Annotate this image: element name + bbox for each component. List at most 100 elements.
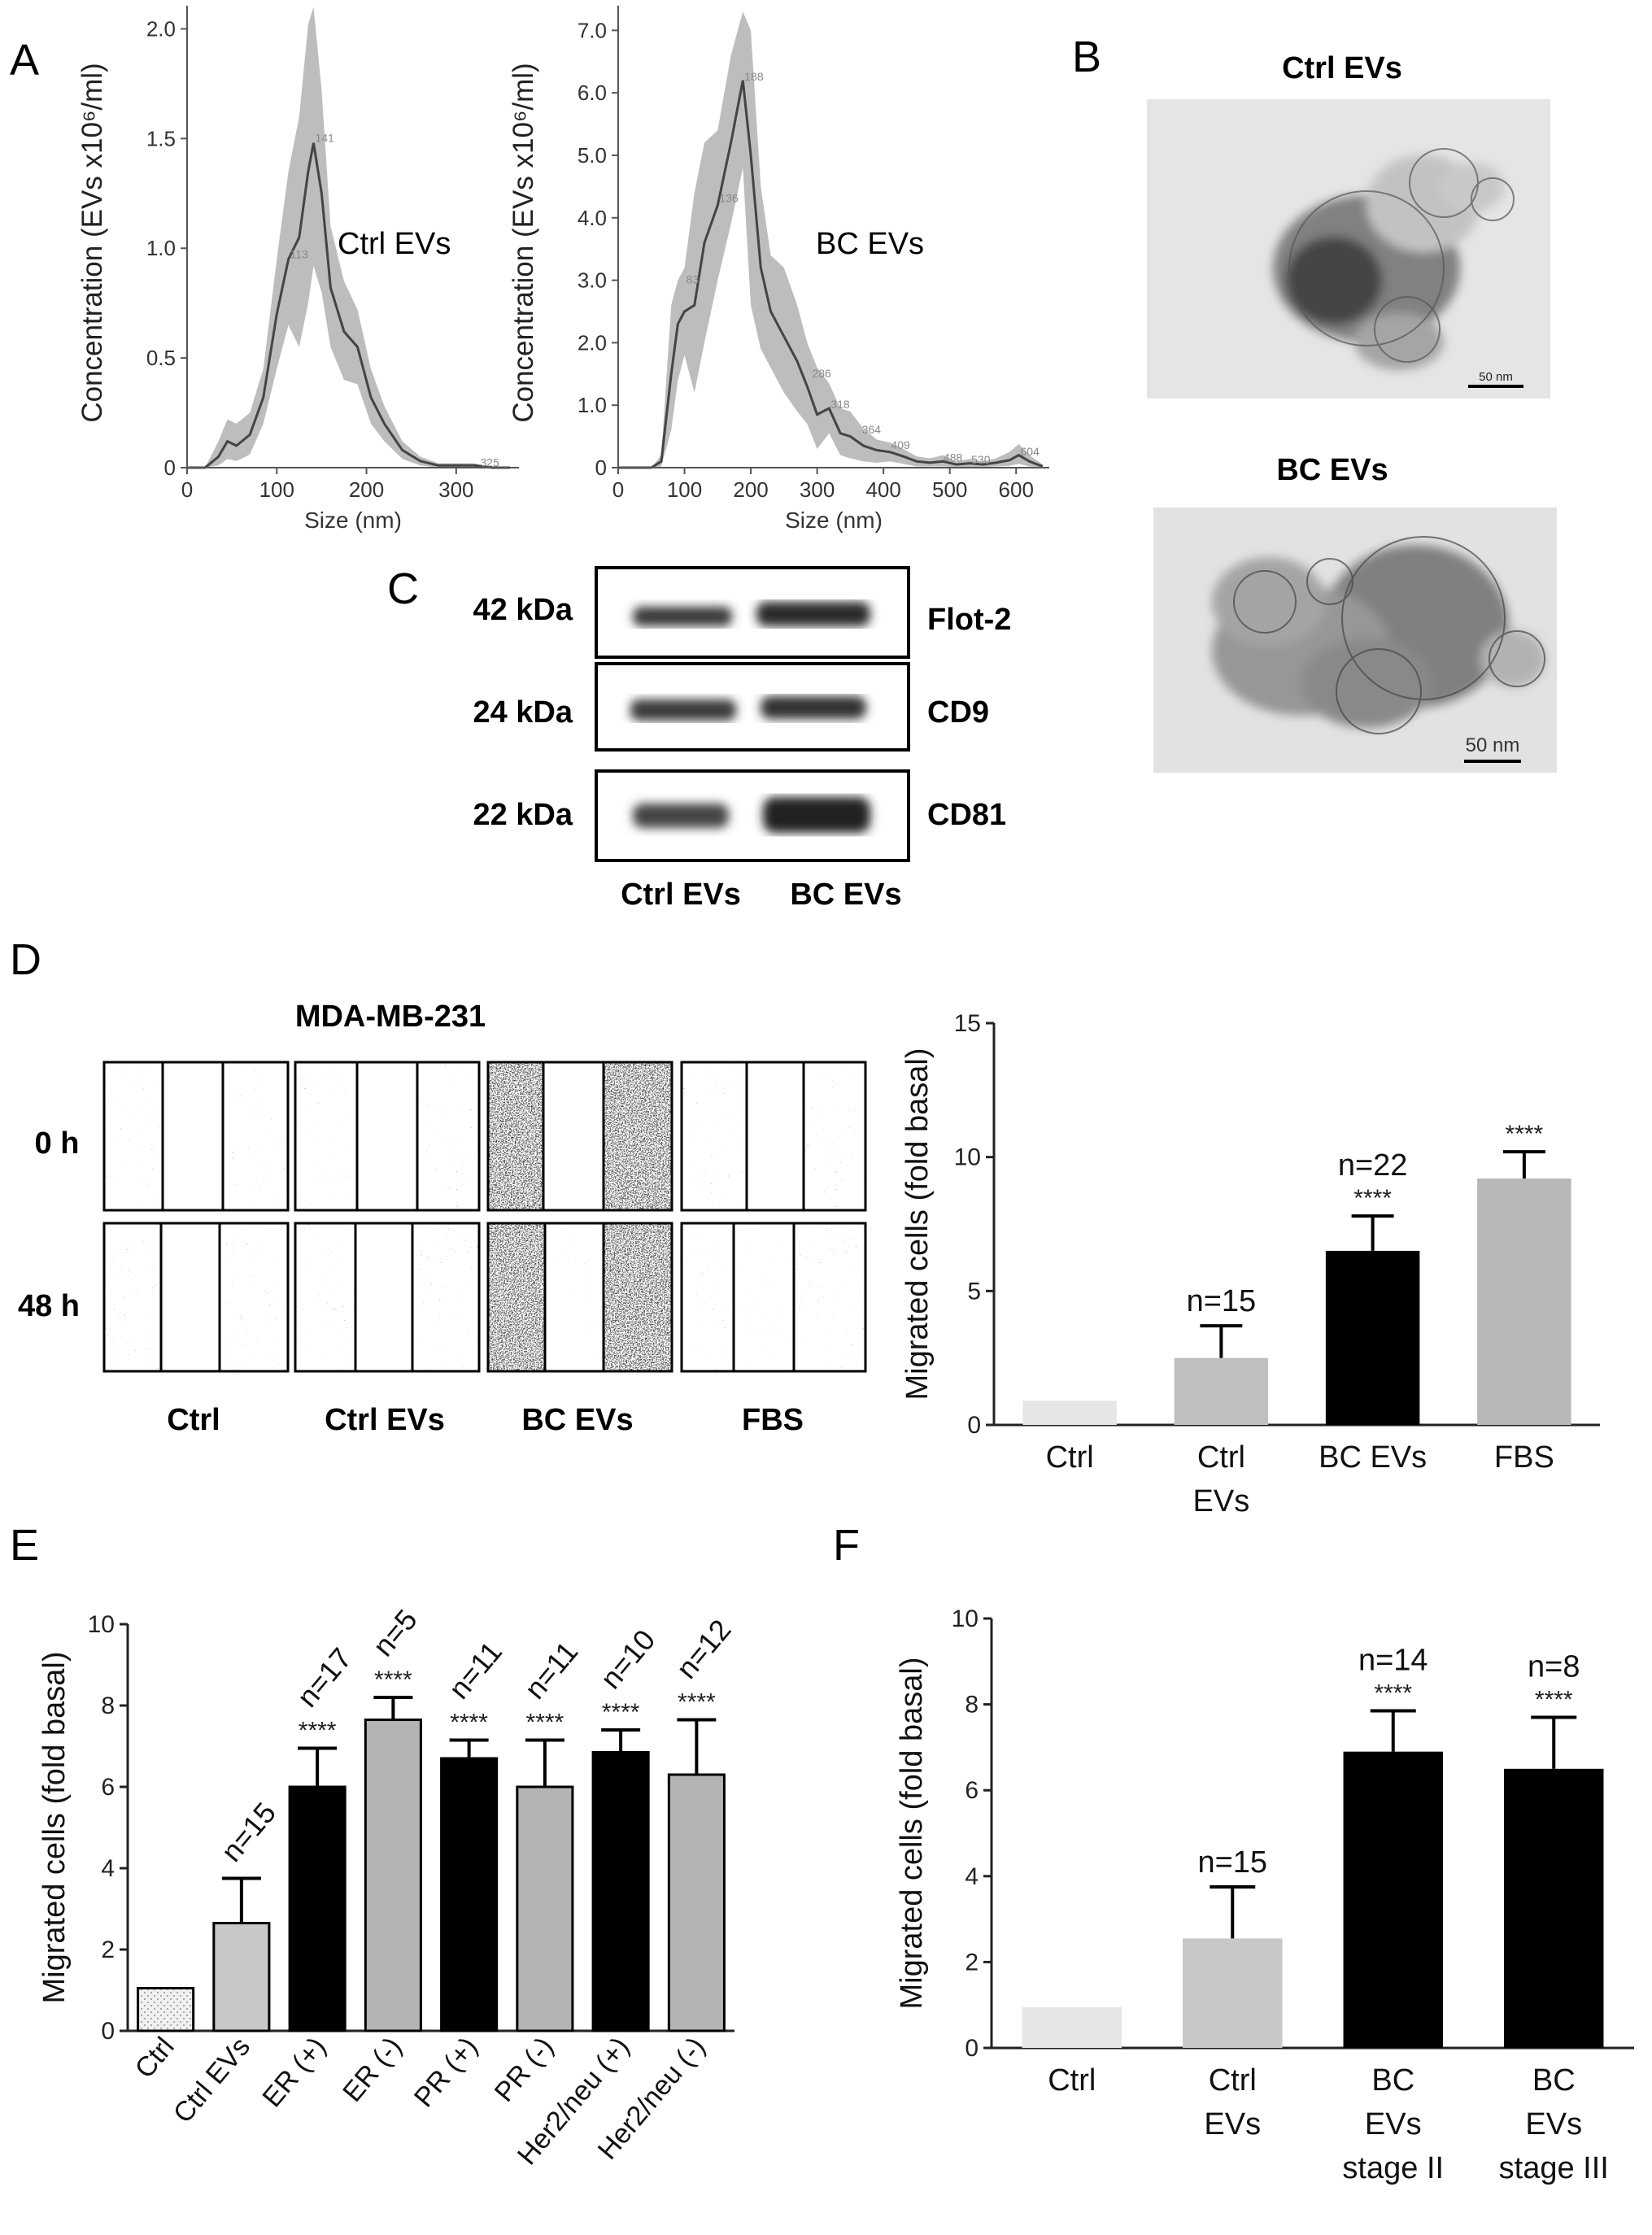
scratch-image [680, 1222, 867, 1373]
y-tick-label: 1.5 [146, 126, 176, 150]
peak-label: 530 [971, 453, 991, 466]
significance-label: **** [1374, 1680, 1412, 1707]
x-tick-label: 500 [932, 477, 967, 502]
y-tick-label: 15 [954, 1010, 981, 1037]
category-label: EVs [1365, 2107, 1422, 2141]
panel-label-f: F [833, 1521, 860, 1570]
y-tick-label: 0.5 [146, 346, 176, 370]
y-tick-label: 6 [965, 1777, 979, 1804]
significance-label: **** [678, 1689, 716, 1716]
panel-label-e: E [10, 1521, 39, 1570]
bar [1183, 1938, 1283, 2048]
significance-label: **** [450, 1710, 488, 1736]
tem-image-ctrl: 50 nm [1147, 99, 1550, 399]
n-label: n=8 [1528, 1649, 1580, 1684]
nta-label-bc: BC EVs [816, 227, 924, 261]
condition-label: FBS [742, 1403, 804, 1437]
tem-title-ctrl: Ctrl EVs [1282, 51, 1402, 85]
tem-scale-ctrl: 50 nm [1479, 370, 1513, 384]
category-label: Ctrl [1209, 2063, 1257, 2098]
category-label: stage III [1499, 2151, 1609, 2185]
y-tick-label: 8 [965, 1692, 979, 1719]
panel-label-b: B [1072, 33, 1101, 81]
cell-monolayer [804, 1062, 865, 1210]
migration-chart-d: 0 5 10 15 Migrated cells (fold basal) Ctrl n=1… [900, 1010, 1600, 1518]
x-tick-label: 0 [181, 477, 193, 502]
bar [1343, 1751, 1443, 2048]
x-tick-label: 200 [733, 477, 768, 502]
n-label: n=15 [1197, 1845, 1267, 1880]
migration-chart-f: 0 2 4 6 8 10 Migrated cells (fold basal) Ctrl n=… [895, 1605, 1634, 2185]
x-tick-label: 0 [612, 477, 624, 502]
y-axis-title: Migrated cells (fold basal) [37, 1652, 72, 2004]
tem-image-bc: 50 nm [1153, 508, 1557, 773]
cell-monolayer [417, 1062, 479, 1210]
scratch-image [680, 1061, 867, 1212]
bar [1477, 1178, 1571, 1425]
bar [1504, 1768, 1604, 2048]
y-tick-label: 1.0 [146, 236, 176, 260]
peak-label: 488 [944, 451, 963, 464]
cell-line-title: MDA-MB-231 [295, 1000, 486, 1034]
blot-row: 22 kDa CD81 [473, 769, 1006, 862]
cell-monolayer [604, 1223, 672, 1371]
y-tick-label: 10 [954, 1144, 981, 1171]
y-tick-label: 6 [101, 1774, 115, 1801]
n-label: n=10 [594, 1623, 662, 1695]
category-label: Ctrl [1197, 1440, 1245, 1475]
y-tick-label: 4 [965, 1863, 979, 1890]
category-label: PR (-) [489, 2032, 560, 2108]
cell-monolayer [794, 1223, 865, 1371]
blot-lane-label: Ctrl EVs [621, 878, 741, 912]
tem-title-bc: BC EVs [1276, 453, 1388, 487]
western-blot: 42 kDa Flot-2 24 kDa CD9 22 kDa CD81 Ctr… [473, 566, 1011, 912]
category-label: BC [1532, 2063, 1576, 2098]
peak-label: 364 [862, 423, 882, 436]
category-label: ER (+) [256, 2032, 332, 2113]
scratch-frame [102, 1061, 290, 1212]
y-tick-label: 0 [965, 2035, 979, 2062]
category-label: stage II [1342, 2151, 1444, 2185]
y-tick-label: 0 [595, 455, 607, 480]
n-label: n=14 [1358, 1644, 1428, 1678]
bar [1022, 2006, 1122, 2048]
y-tick-label: 0 [164, 455, 176, 480]
category-label: BC [1371, 2063, 1414, 2098]
cell-monolayer [604, 1062, 672, 1210]
y-tick-label: 2 [965, 1949, 979, 1976]
bar [1022, 1401, 1117, 1425]
cell-monolayer [682, 1223, 734, 1371]
significance-label: **** [526, 1710, 564, 1736]
cell-monolayer [295, 1062, 357, 1210]
category-label: Ctrl [129, 2032, 181, 2085]
scratch-image [102, 1061, 290, 1212]
y-tick-label: 3.0 [578, 268, 607, 293]
significance-label: **** [374, 1666, 412, 1693]
scratch-frame [486, 1222, 673, 1373]
condition-label: BC EVs [521, 1403, 633, 1437]
peak-label: 136 [719, 192, 739, 205]
blot-mw-label: 24 kDa [473, 695, 573, 730]
nta-chart-ctrl: 0 0.5 1.0 1.5 2.0 0 100 200 300 141 113 325 Size (nm… [76, 6, 519, 533]
bar [364, 1719, 422, 2032]
cell-monolayer [412, 1223, 479, 1371]
category-label: Ctrl [1046, 1440, 1094, 1475]
y-axis-title: Concentration (EVs x10⁶/ml) [508, 63, 539, 422]
condition-label: Ctrl [167, 1403, 220, 1437]
x-axis-title: Size (nm) [785, 508, 883, 533]
scratch-frame [680, 1222, 867, 1373]
y-tick-label: 1.0 [578, 393, 607, 417]
y-tick-label: 8 [101, 1693, 115, 1719]
panel-label-a: A [10, 36, 39, 85]
x-tick-label: 300 [800, 477, 835, 502]
n-label: n=17 [290, 1641, 359, 1713]
category-label: PR (+) [408, 2032, 484, 2113]
bar [1325, 1250, 1420, 1425]
scratch-image [102, 1222, 290, 1373]
bar [591, 1751, 650, 2032]
timepoint-label: 0 h [35, 1126, 80, 1161]
peak-label: 409 [891, 438, 910, 451]
category-label: FBS [1494, 1440, 1554, 1475]
y-tick-label: 10 [952, 1605, 979, 1632]
